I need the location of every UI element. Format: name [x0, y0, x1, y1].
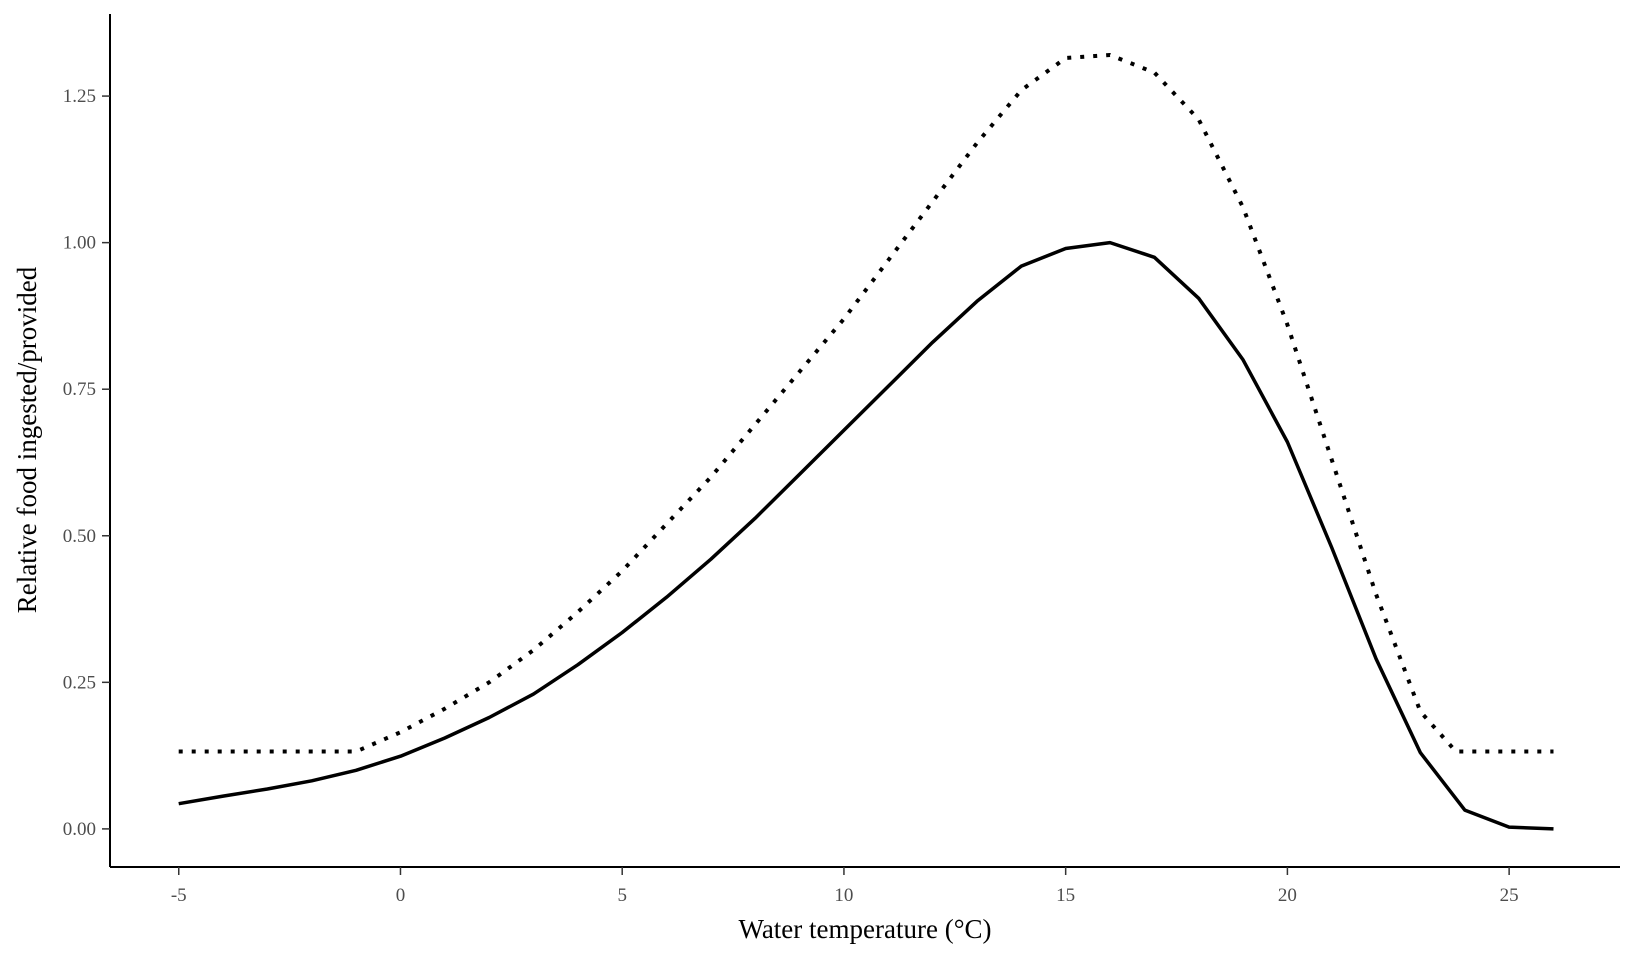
y-axis-title: Relative food ingested/provided: [12, 266, 42, 613]
y-tick-label: 1.25: [63, 86, 96, 107]
series-line-2-dotted: [178, 53, 1554, 754]
y-tick-label: 0.50: [63, 526, 96, 547]
x-tick-label: 5: [617, 885, 627, 906]
x-tick-label: 0: [396, 885, 406, 906]
x-tick-label: 15: [1056, 885, 1075, 906]
y-tick-label: 0.25: [63, 672, 96, 693]
x-tick-label: -5: [171, 885, 187, 906]
series-layer: [178, 53, 1554, 831]
x-tick-label: 10: [834, 885, 853, 906]
x-tick-label: 20: [1278, 885, 1297, 906]
y-tick-label: 1.00: [63, 233, 96, 254]
y-tick-label: 0.75: [63, 379, 96, 400]
x-axis-ticks: -5 0 5 10 15 20 25: [171, 867, 1519, 906]
x-tick-label: 25: [1500, 885, 1519, 906]
series-line-1-solid: [178, 240, 1554, 831]
y-tick-label: 0.00: [63, 819, 96, 840]
plot-area: -5 0 5 10 15 20 25 0.00 0.25 0.50 0.75 1.00 1.25: [63, 14, 1620, 906]
x-axis-title: Water temperature (°C): [739, 914, 992, 944]
y-axis-ticks: 0.00 0.25 0.50 0.75 1.00 1.25: [63, 86, 110, 840]
